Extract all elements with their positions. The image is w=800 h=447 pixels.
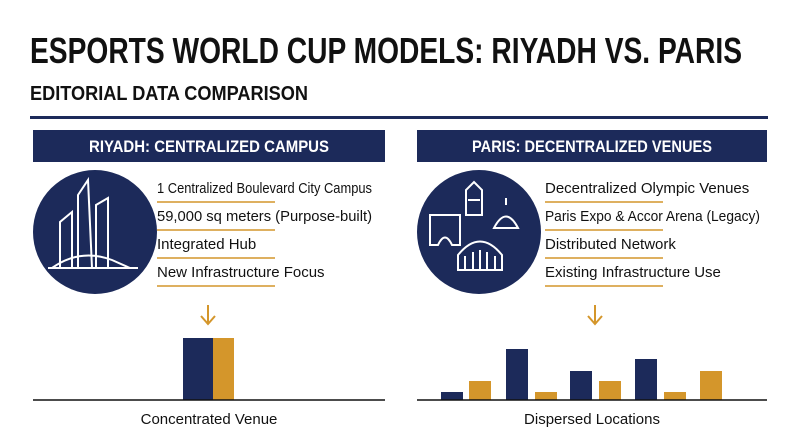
bar — [664, 392, 686, 400]
page-title: ESPORTS WORLD CUP MODELS: RIYADH VS. PAR… — [30, 30, 742, 71]
bar — [213, 338, 234, 400]
arrow — [200, 305, 216, 326]
bar — [469, 381, 491, 400]
page-subtitle: EDITORIAL DATA COMPARISON — [30, 83, 308, 105]
bars — [441, 349, 722, 400]
bullet-text: 59,000 sq meters (Purpose-built) — [157, 208, 372, 225]
arrow — [587, 305, 603, 326]
bar — [570, 371, 592, 400]
rule — [30, 116, 768, 119]
item-list: Decentralized Olympic Venues Paris Expo &… — [545, 180, 760, 287]
bullet-text: Existing Infrastructure Use — [545, 264, 721, 281]
bullet-text: Integrated Hub — [157, 236, 256, 253]
city-icon — [48, 176, 138, 269]
bar — [535, 392, 557, 400]
bar — [441, 392, 463, 400]
landmark-icon — [429, 180, 520, 271]
icon-paris — [417, 170, 541, 294]
bullet-text: Distributed Network — [545, 236, 676, 253]
caption: Dispersed Locations — [524, 411, 660, 428]
bullet-text: Paris Expo & Accor Arena (Legacy) — [545, 208, 760, 225]
bullet-text: Decentralized Olympic Venues — [545, 180, 749, 197]
bullet-text: New Infrastructure Focus — [157, 264, 325, 281]
bar — [183, 338, 213, 400]
item-list: 1 Centralized Boulevard City Campus 59,00… — [157, 180, 372, 287]
panel-header — [417, 130, 767, 162]
bullet-text: 1 Centralized Boulevard City Campus — [157, 180, 372, 197]
bar — [506, 349, 528, 400]
bar — [599, 381, 621, 400]
bar — [635, 359, 657, 400]
caption: Concentrated Venue — [141, 411, 278, 428]
bar — [700, 371, 722, 400]
panel-heading: RIYADH: CENTRALIZED CAMPUS — [89, 137, 329, 156]
panel-heading: PARIS: DECENTRALIZED VENUES — [472, 137, 712, 156]
panel-header — [33, 130, 385, 162]
